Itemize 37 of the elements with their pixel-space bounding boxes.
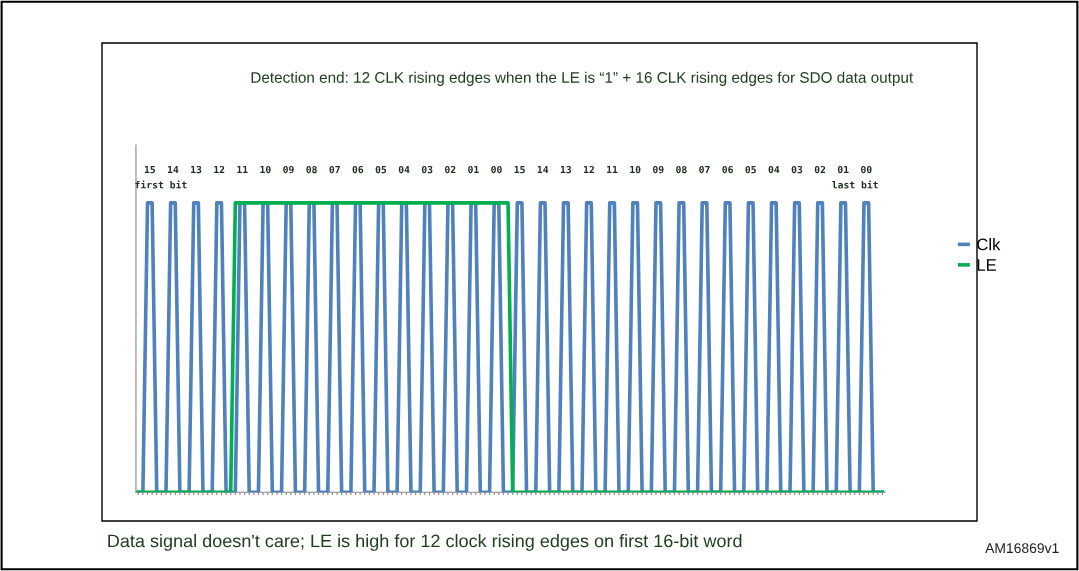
text: 13: [191, 165, 202, 174]
text: 10: [260, 165, 271, 174]
text: 03: [791, 165, 803, 174]
chart-title: Detection end: 12 CLK rising edges when the LE is “1” + 16 CLK rising edges for SDO data output: [251, 71, 914, 86]
text: AM16869v1: [985, 543, 1059, 554]
text: 06: [722, 165, 733, 174]
text: 03: [421, 165, 433, 174]
text: 13: [560, 165, 572, 174]
text: 02: [814, 165, 826, 174]
text: 00: [491, 165, 502, 174]
text: 14: [537, 166, 549, 174]
text: first bit: [135, 180, 187, 189]
text: 08: [676, 165, 687, 174]
text: 00: [861, 165, 872, 174]
text: last bit: [832, 180, 878, 189]
text: 07: [329, 165, 340, 174]
text: 11: [237, 166, 248, 174]
text: 08: [306, 165, 317, 174]
text: 01: [837, 165, 849, 174]
text: 11: [607, 166, 618, 174]
text: 06: [352, 165, 364, 174]
text: Data signal doesn't care; LE is high for 12 clock rising edges on first 16-bit word: [108, 534, 742, 551]
text: 14: [167, 166, 179, 174]
text: 09: [283, 165, 294, 174]
text: 04: [768, 165, 780, 174]
text: 09: [653, 165, 664, 174]
text: 01: [468, 165, 479, 174]
text: 04: [398, 165, 410, 174]
text: 02: [445, 165, 456, 174]
text: 15: [144, 166, 156, 174]
text: 12: [583, 165, 594, 174]
text: 10: [630, 165, 641, 174]
text: 12: [214, 165, 225, 174]
text: 15: [514, 166, 525, 174]
text: 07: [699, 165, 710, 174]
text: 05: [375, 165, 387, 174]
text: 05: [745, 165, 756, 174]
